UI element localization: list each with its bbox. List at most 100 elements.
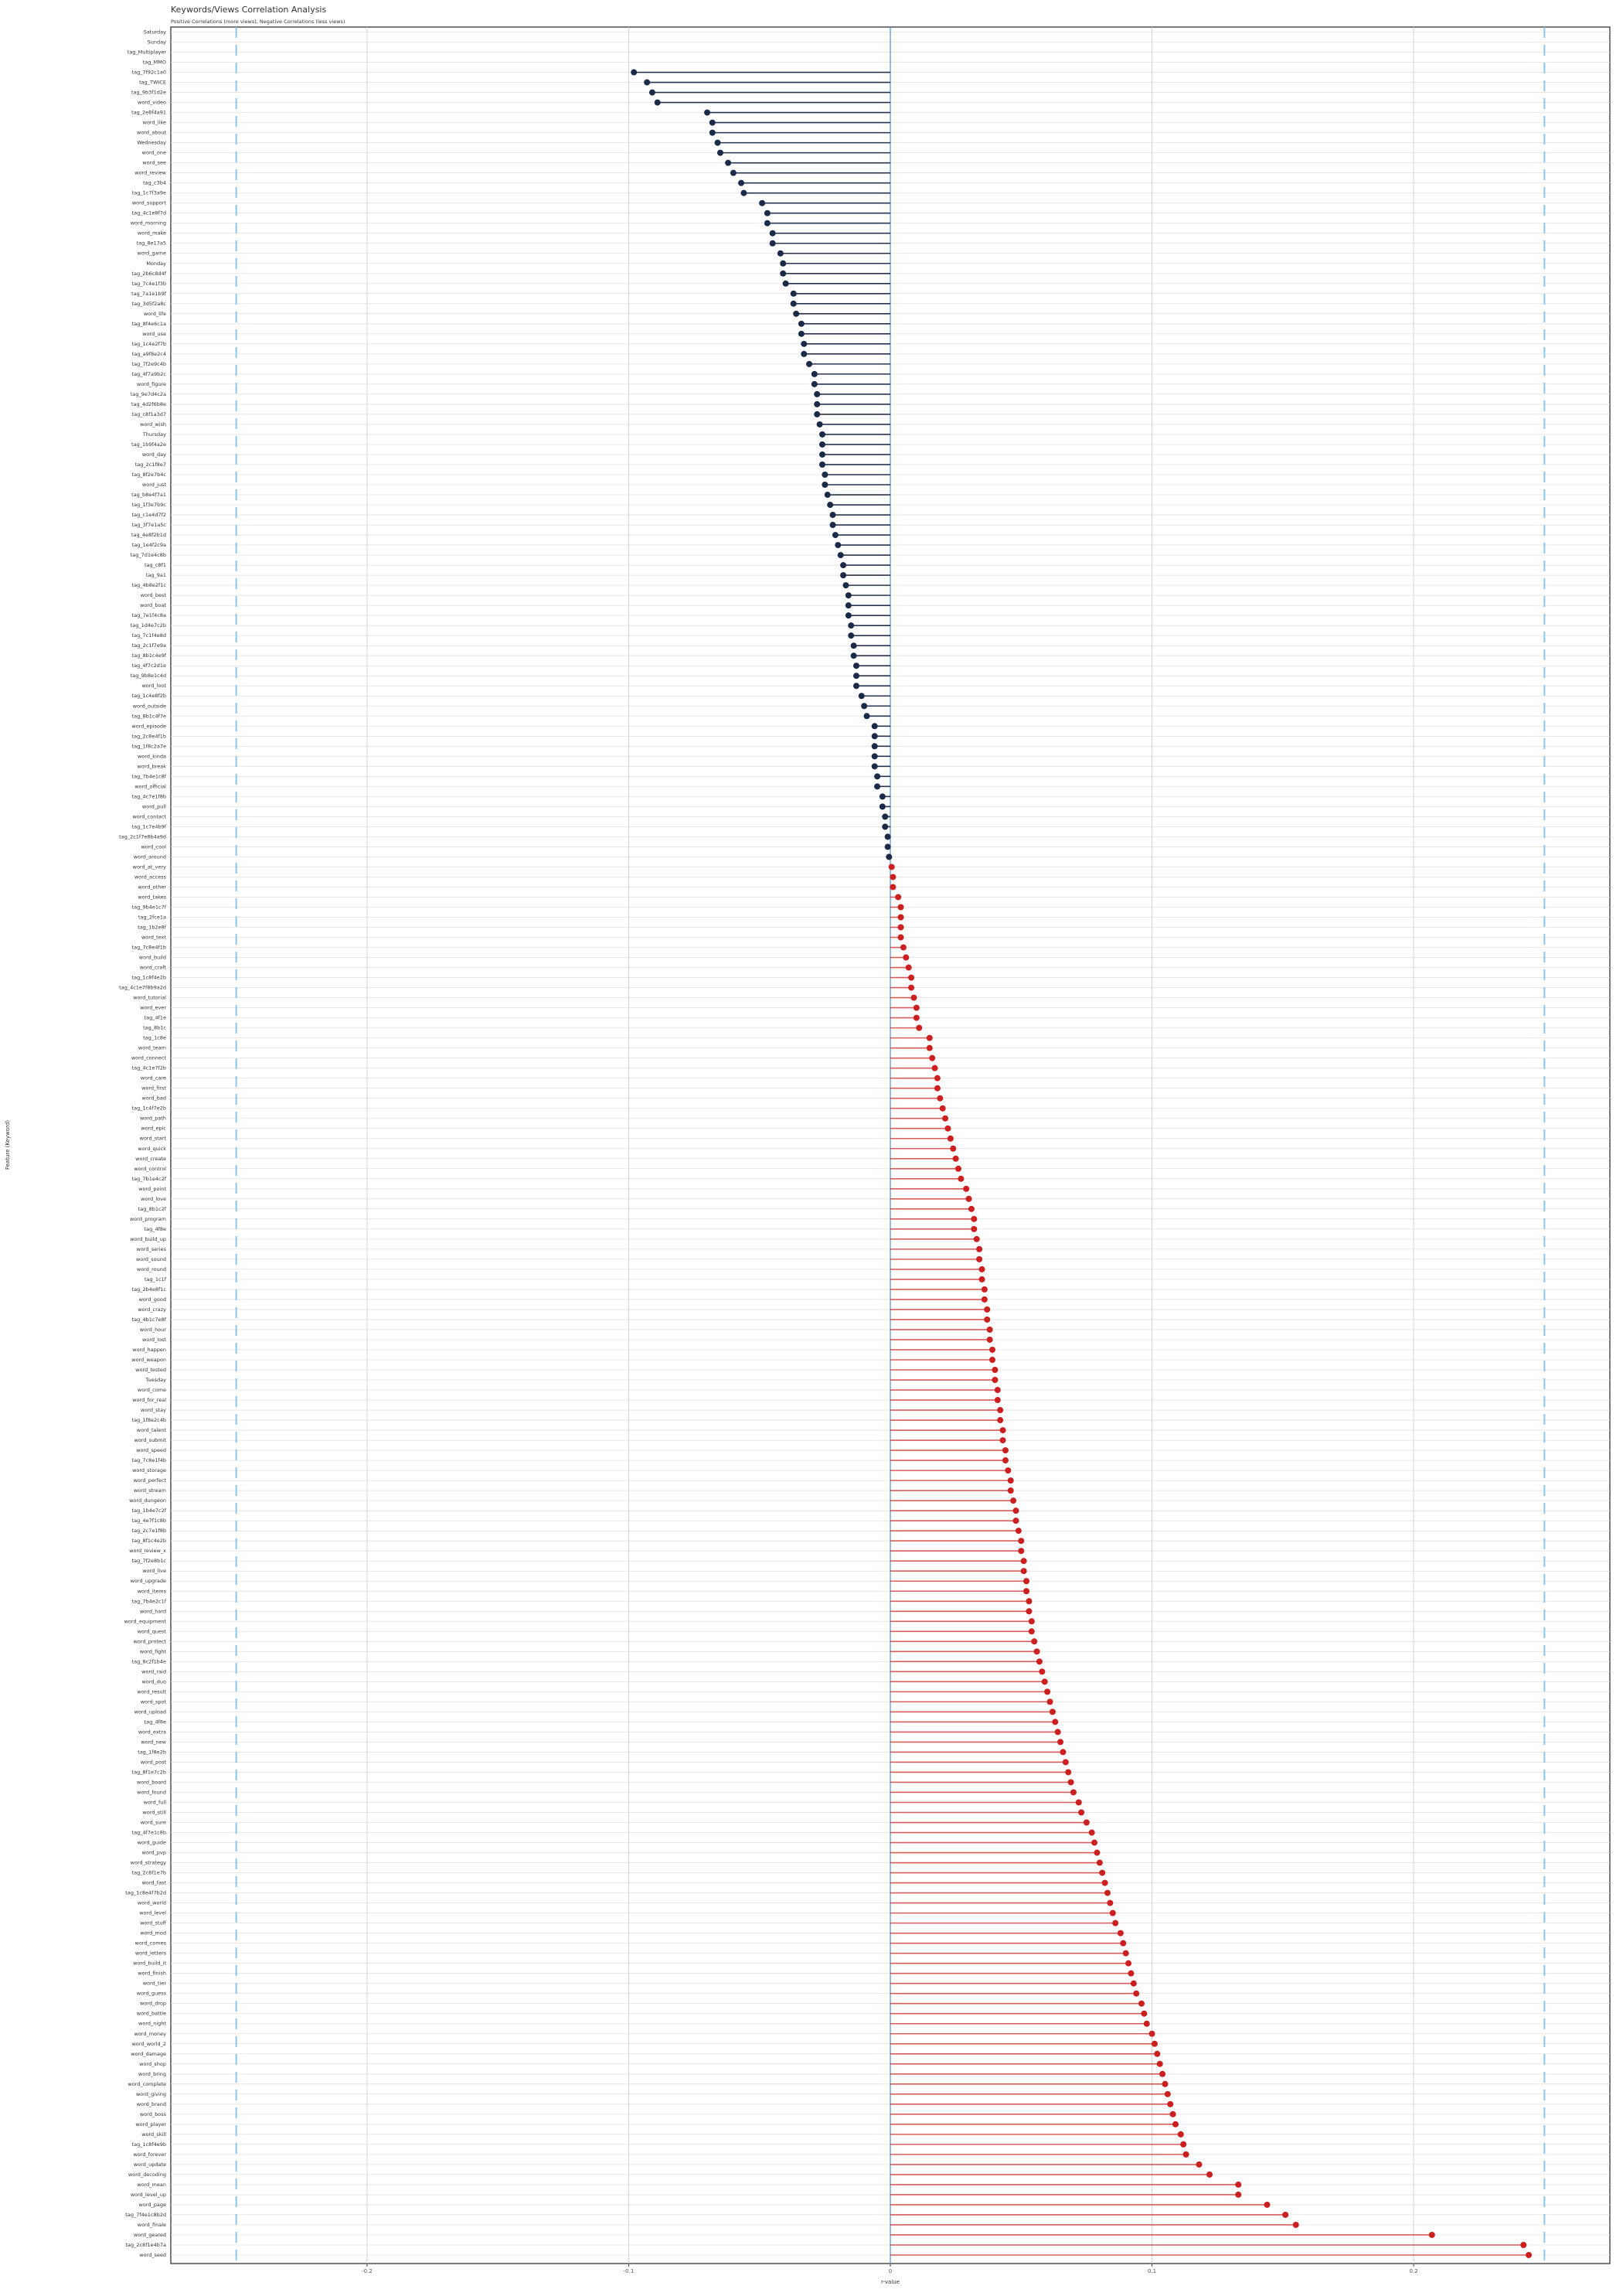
y-tick-label: tag_1c7e4b9f: [132, 823, 167, 829]
y-tick-label: word_best: [141, 592, 167, 598]
dot: [1099, 1869, 1106, 1876]
y-tick-label: tag_1f8c2a7e: [132, 743, 166, 749]
y-tick-label: tag_7f92c1a0: [132, 70, 166, 76]
y-tick-label: word_kinda: [138, 753, 166, 759]
dot: [782, 280, 789, 287]
y-tick-label: tag_9b3f1d2e: [131, 90, 166, 96]
dot: [1078, 1809, 1085, 1816]
dot: [916, 1024, 923, 1031]
dot: [1156, 2060, 1163, 2067]
dot: [997, 1407, 1004, 1414]
dot: [1154, 2050, 1161, 2057]
y-tick-label: word_cool: [141, 843, 166, 850]
dot: [986, 1326, 993, 1333]
y-tick-label: tag_4d2f6b8e: [131, 401, 166, 407]
y-tick-label: tag_8f1e7c2b: [132, 1769, 166, 1775]
dot: [1167, 2100, 1174, 2107]
y-tick-label: word_morning: [131, 220, 166, 227]
dot: [759, 199, 766, 206]
dot: [1120, 1940, 1127, 1947]
y-tick-label: Wednesday: [137, 140, 166, 146]
dot: [999, 1437, 1006, 1444]
dot: [850, 642, 857, 649]
dot: [994, 1387, 1001, 1394]
dot: [1052, 1719, 1059, 1725]
y-tick-label: word_world: [138, 1900, 166, 1906]
dot: [882, 813, 889, 820]
y-tick-label: tag_MMO: [143, 60, 166, 66]
y-tick-label: word_finale: [138, 2222, 166, 2228]
y-tick-label: tag_9b8e1c4d: [131, 673, 166, 679]
y-tick-label: word_bad: [142, 1095, 166, 1102]
y-tick-label: word_decoding: [128, 2172, 166, 2178]
y-tick-label: word_items: [138, 1588, 167, 1594]
dot: [1162, 2080, 1169, 2087]
y-tick-label: tag_8b1c2f: [138, 1206, 167, 1212]
y-tick-label: tag_7c1f4e8d: [132, 632, 166, 639]
y-tick-label: word_outside: [133, 703, 166, 709]
dot: [950, 1145, 957, 1152]
y-tick-label: word_brand: [137, 2101, 166, 2107]
dot: [999, 1427, 1006, 1434]
y-tick-label: word_full: [144, 1799, 166, 1805]
y-tick-label: word_stream: [134, 1487, 166, 1494]
dot: [1018, 1538, 1025, 1545]
dot: [1041, 1678, 1048, 1685]
dot: [832, 532, 839, 539]
y-tick-label: word_weapon: [131, 1357, 166, 1363]
y-tick-label: tag_2b4e8f1c: [132, 1286, 167, 1293]
dot: [973, 1235, 980, 1242]
y-tick-label: word_upload: [134, 1708, 166, 1715]
dot: [929, 1054, 936, 1061]
y-tick-label: tag_1c8f4e9b: [132, 2141, 166, 2148]
dot: [798, 330, 805, 337]
dot: [644, 79, 651, 86]
chart-title: Keywords/Views Correlation Analysis: [171, 5, 326, 15]
y-tick-label: word_finish: [138, 1971, 166, 1977]
dot: [978, 1276, 985, 1283]
y-tick-label: word_just: [142, 482, 167, 488]
y-tick-label: tag_9a1: [146, 572, 166, 578]
dot: [1062, 1759, 1069, 1766]
y-tick-label: word_episode: [131, 723, 166, 729]
dot: [764, 220, 771, 227]
y-tick-label: word_live: [142, 1568, 166, 1574]
dot: [1020, 1568, 1027, 1575]
y-tick-label: tag_1b2e8f: [138, 925, 166, 931]
y-tick-label: word_happen: [132, 1347, 166, 1353]
y-tick-label: word_mod: [140, 1930, 166, 1937]
y-tick-label: word_quick: [138, 1146, 166, 1152]
y-tick-label: tag_1f8e2b: [138, 1749, 166, 1755]
dot: [879, 803, 886, 810]
dot: [1057, 1739, 1064, 1746]
dot: [769, 240, 776, 247]
dot: [1012, 1518, 1019, 1524]
y-tick-label: tag_4f7e1c8b: [132, 1830, 166, 1836]
y-tick-label: word_stuff: [140, 1920, 166, 1926]
y-tick-label: word_craft: [140, 965, 167, 971]
dot: [1018, 1548, 1025, 1555]
dot: [986, 1336, 993, 1343]
y-tick-label: tag_3d5f2a8c: [132, 301, 167, 307]
dot: [997, 1417, 1004, 1424]
dot: [1049, 1708, 1056, 1715]
y-tick-label: word_break: [137, 763, 166, 769]
y-tick-label: word_for_real: [132, 1397, 166, 1403]
y-tick-label: word_tutorial: [133, 995, 166, 1001]
dot: [816, 421, 823, 428]
y-tick-label: word_spot: [141, 1698, 167, 1705]
y-tick-label: word_talent: [137, 1427, 167, 1433]
dot: [704, 109, 711, 116]
dot: [971, 1225, 978, 1232]
y-tick-label: word_use: [142, 331, 166, 337]
y-tick-label: tag_1f3e7b9c: [132, 502, 167, 508]
y-tick-label: word_loot: [141, 683, 166, 689]
dot: [648, 89, 655, 96]
y-tick-label: tag_9e7d4c2a: [131, 391, 166, 397]
y-tick-label: tag_7c8e1f4b: [132, 1457, 166, 1463]
dot: [1028, 1628, 1035, 1635]
y-tick-label: tag_1b4e7c2f: [132, 1507, 167, 1514]
dot: [814, 410, 821, 417]
y-tick-label: word_comes: [135, 1940, 167, 1947]
dot: [1023, 1578, 1030, 1585]
